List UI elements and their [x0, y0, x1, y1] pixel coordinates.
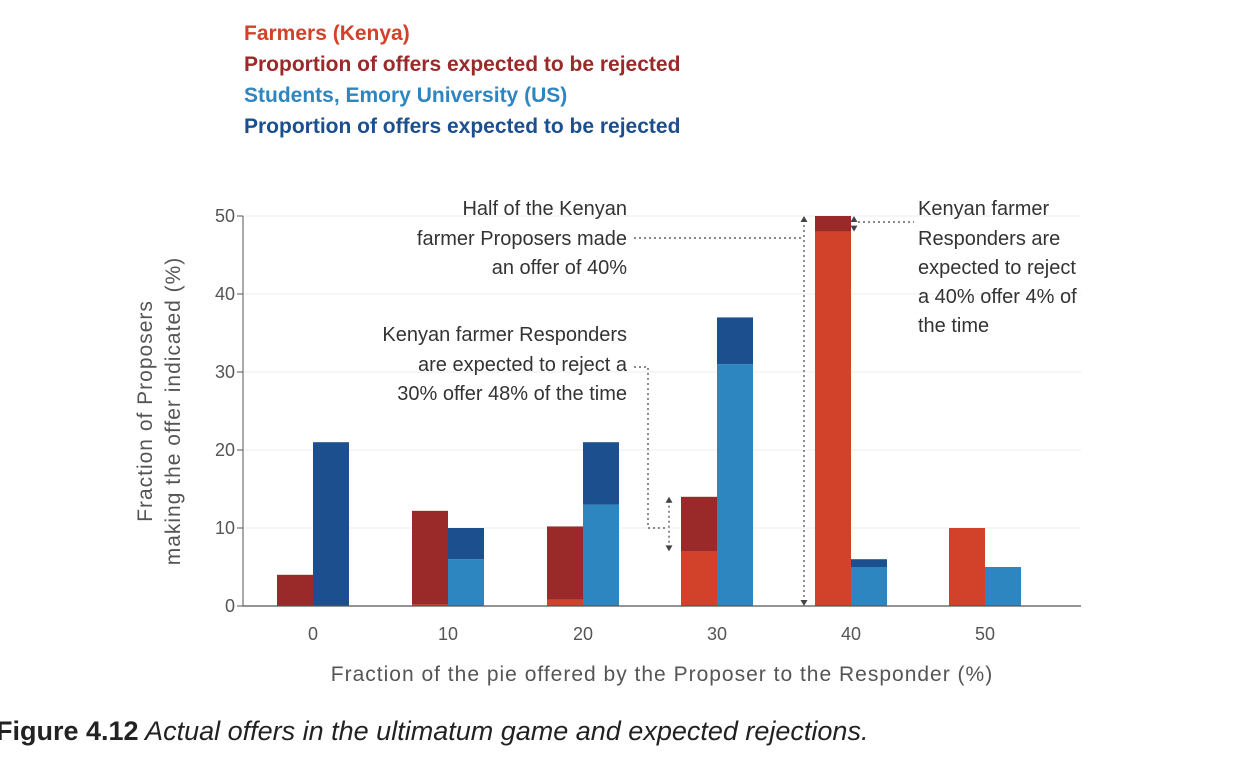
- farmer-bar: [547, 599, 583, 606]
- leader-line: [634, 366, 666, 529]
- chart-area: 0 10 20 30 40 50 0 10 20 30 40 50 Fraction of the …: [134, 198, 1081, 686]
- arrow-head: [850, 225, 858, 232]
- legend-students: Students, Emory University (US): [244, 84, 568, 107]
- farmer-bar: [949, 528, 985, 606]
- farmer-bar: [681, 551, 717, 606]
- farmer-bar-rejected: [815, 216, 851, 232]
- student-bar-rejected: [313, 442, 349, 606]
- farmer-bar: [815, 231, 851, 606]
- farmer-bar-rejected: [681, 496, 717, 552]
- x-tick-label: 20: [573, 624, 593, 644]
- student-bar: [851, 567, 887, 606]
- y-ticks: 0 10 20 30 40 50: [215, 206, 243, 616]
- x-tick-label: 0: [308, 624, 318, 644]
- annotation-reject-30: Kenyan farmer Responders are expected to…: [382, 324, 627, 405]
- student-bar: [717, 364, 753, 606]
- arrow-head: [665, 496, 673, 503]
- student-bar: [985, 567, 1021, 606]
- y-tick-label: 0: [225, 596, 235, 616]
- annotation-line: farmer Proposers made: [417, 228, 627, 250]
- x-tick-label: 10: [438, 624, 458, 644]
- farmer-bar-rejected: [412, 510, 448, 605]
- annotation-line: an offer of 40%: [492, 257, 628, 279]
- annotation-line: Responders are: [918, 228, 1060, 250]
- y-axis-label-line2: making the offer indicated (%): [162, 257, 185, 566]
- student-bar-rejected: [448, 528, 484, 560]
- figure-caption-text: Actual offers in the ultimatum game and …: [138, 716, 869, 746]
- annotation-reject-40: Kenyan farmer Responders are expected to…: [918, 198, 1077, 337]
- student-bar-rejected: [583, 442, 619, 505]
- student-bar-rejected: [717, 317, 753, 365]
- student-bar: [583, 504, 619, 606]
- annotation-line: a 40% offer 4% of: [918, 286, 1077, 308]
- axes: [242, 216, 1081, 607]
- annotation-line: the time: [918, 315, 989, 337]
- annotation-line: expected to reject: [918, 257, 1076, 279]
- arrow-head: [800, 216, 808, 222]
- y-tick-label: 40: [215, 284, 235, 304]
- x-tick-label: 30: [707, 624, 727, 644]
- legend-students-rejected: Proportion of offers expected to be reje…: [244, 115, 681, 138]
- y-tick-label: 20: [215, 440, 235, 460]
- annotation-line: Half of the Kenyan: [462, 198, 627, 220]
- y-axis-label-line1: Fraction of Proposers: [134, 300, 157, 522]
- y-tick-label: 30: [215, 362, 235, 382]
- arrow-head: [665, 545, 673, 552]
- annotation-line: 30% offer 48% of the time: [397, 383, 627, 405]
- farmer-bar: [412, 604, 448, 606]
- x-axis-label: Fraction of the pie offered by the Propo…: [331, 663, 993, 686]
- x-tick-label: 50: [975, 624, 995, 644]
- x-ticks: 0 10 20 30 40 50: [308, 624, 995, 644]
- student-bar: [448, 559, 484, 606]
- bars: [277, 216, 1021, 606]
- farmer-bar-rejected: [277, 574, 313, 606]
- x-tick-label: 40: [841, 624, 861, 644]
- student-bar-rejected: [851, 559, 887, 567]
- figure-caption: Figure 4.12 Actual offers in the ultimat…: [0, 716, 868, 747]
- gridlines: [243, 215, 1081, 529]
- annotation-leaders: [634, 216, 914, 606]
- annotation-half-of-proposers: Half of the Kenyan farmer Proposers made…: [417, 198, 627, 279]
- legend-farmers: Farmers (Kenya): [244, 22, 410, 45]
- arrow-head: [850, 216, 858, 222]
- arrow-head: [800, 600, 808, 606]
- y-tick-label: 10: [215, 518, 235, 538]
- legend: Farmers (Kenya) Proportion of offers exp…: [244, 18, 680, 142]
- annotation-line: Kenyan farmer Responders: [382, 324, 627, 346]
- annotation-line: are expected to reject a: [418, 354, 628, 376]
- figure-number: Figure 4.12: [0, 716, 139, 746]
- legend-farmers-rejected: Proportion of offers expected to be reje…: [244, 53, 681, 76]
- annotation-line: Kenyan farmer: [918, 198, 1050, 220]
- y-tick-label: 50: [215, 206, 235, 226]
- farmer-bar-rejected: [547, 526, 583, 600]
